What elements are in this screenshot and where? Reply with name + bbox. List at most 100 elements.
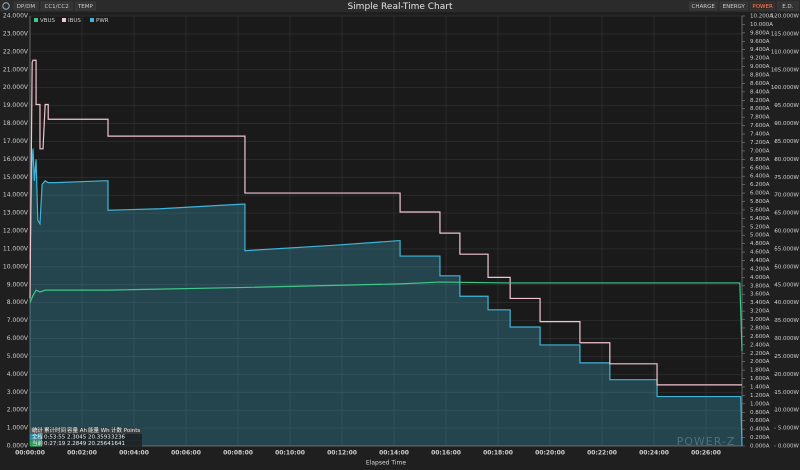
y-tick-label: 15.000V <box>3 174 29 181</box>
y-tick-label: 10.000V <box>3 263 29 270</box>
y3-tick-label: 80.000W <box>774 157 799 163</box>
table-cell: 0:27:19 <box>44 441 66 447</box>
legend-label: PWR <box>96 18 109 24</box>
y3-tick-label: 60.000W <box>774 229 799 235</box>
y3-tick-label: 55.000W <box>774 246 799 252</box>
x-axis-label: Elapsed Time <box>366 460 406 467</box>
y3-tick-label: 50.000W <box>774 264 799 270</box>
y-tick-label: 2.000V <box>7 407 29 414</box>
y2-tick-label: 2.200A <box>750 351 770 357</box>
y-tick-label: 3.000V <box>7 389 29 396</box>
tab-button[interactable]: CC1/CC2 <box>40 1 73 11</box>
table-cell: 2.2849 <box>67 441 87 447</box>
x-tick-label: 00:00:00 <box>15 450 45 457</box>
y2-tick-label: 6.600A <box>750 165 770 171</box>
y2-tick-label: 4.600A <box>750 250 770 256</box>
y2-tick-label: 6.200A <box>750 182 770 188</box>
y2-tick-label: 10.000A <box>750 22 773 28</box>
table-cell: 20.2564 <box>88 441 111 447</box>
x-tick-label: 00:04:00 <box>119 450 149 457</box>
y2-tick-label: 3.400A <box>750 300 770 306</box>
line <box>29 148 743 447</box>
table-row-bg <box>30 433 142 441</box>
tab-bg <box>13 1 39 11</box>
x-tick-label: 00:08:00 <box>223 450 253 457</box>
y2-tick-label: 8.800A <box>750 73 770 79</box>
table-header-cell: 能量 Wh <box>88 426 110 434</box>
y2-tick-label: 8.200A <box>750 98 770 104</box>
tab-button[interactable]: ENERGY <box>719 1 748 11</box>
y2-tick-label: 1.600A <box>750 376 770 382</box>
y2-tick-label: 0.000A <box>750 444 770 450</box>
table-row-tag <box>30 427 42 434</box>
top-bar <box>0 0 800 12</box>
y2-tick-label: 5.200A <box>750 224 770 230</box>
y2-tick-label: 8.600A <box>750 81 770 87</box>
tab-button[interactable]: E.D. <box>777 1 799 11</box>
legend-swatch <box>34 18 38 22</box>
y2-tick-label: 5.400A <box>750 216 770 222</box>
table-cell: 1641 <box>111 441 125 447</box>
y2-tick-label: 5.000A <box>750 233 770 239</box>
y3-tick-label: 70.000W <box>774 193 799 199</box>
y3-tick-label: 25.000W <box>774 354 799 360</box>
y3-tick-label: 45.000W <box>774 282 799 288</box>
tab-button[interactable]: POWER <box>750 1 775 11</box>
y3-tick-label: 90.000W <box>774 121 799 127</box>
y2-tick-label: 7.600A <box>750 123 770 129</box>
x-tick-label: 00:22:00 <box>587 450 617 457</box>
y-tick-label: 23.000V <box>3 30 29 37</box>
y3-tick-label: 30.000W <box>774 336 799 342</box>
tab-button[interactable]: TEMP <box>74 1 96 11</box>
y-tick-label: 21.000V <box>3 66 29 73</box>
y2-tick-label: 6.000A <box>750 191 770 197</box>
y2-tick-label: 2.400A <box>750 342 770 348</box>
tab-bg <box>689 1 718 11</box>
legend-swatch <box>90 18 94 22</box>
y2-tick-label: 1.200A <box>750 393 770 399</box>
tab-button[interactable]: DP/DM <box>13 1 39 11</box>
y2-tick-label: 9.000A <box>750 64 770 70</box>
y3-tick-label: 5.000W <box>778 426 800 432</box>
y2-tick-label: 2.000A <box>750 359 770 365</box>
y2-tick-label: 3.200A <box>750 309 770 315</box>
y2-tick-label: 9.400A <box>750 47 770 53</box>
x-tick-label: 00:10:00 <box>275 450 305 457</box>
y2-tick-label: 3.000A <box>750 317 770 323</box>
table-row-bg <box>30 440 142 447</box>
y2-tick-label: 9.200A <box>750 56 770 62</box>
y2-tick-label: 7.000A <box>750 148 770 154</box>
y-tick-label: 22.000V <box>3 48 29 55</box>
y3-tick-label: 20.000W <box>774 372 799 378</box>
tab-label: CHARGE <box>692 4 716 10</box>
y2-tick-label: 1.400A <box>750 384 770 390</box>
tab-label: DP/DM <box>17 4 36 10</box>
y2-tick-label: 8.400A <box>750 89 770 95</box>
y2-tick-label: 4.000A <box>750 275 770 281</box>
y2-tick-label: 0.600A <box>750 418 770 424</box>
y3-tick-label: 15.000W <box>774 390 799 396</box>
tab-bg <box>719 1 748 11</box>
tab-button[interactable]: CHARGE <box>689 1 718 11</box>
y2-tick-label: 1.800A <box>750 368 770 374</box>
x-tick-label: 00:18:00 <box>483 450 513 457</box>
y-tick-label: 19.000V <box>3 102 29 109</box>
legend-label: VBUS <box>40 18 56 24</box>
table-row-tag <box>30 440 42 447</box>
y3-tick-label: 85.000W <box>774 139 799 145</box>
y-tick-label: 24.000V <box>3 13 29 20</box>
table-cell: 当前 <box>32 439 44 447</box>
y2-tick-label: 7.800A <box>750 115 770 121</box>
y2-tick-label: 6.400A <box>750 174 770 180</box>
app-logo <box>2 2 10 10</box>
y-tick-label: 5.000V <box>7 353 29 360</box>
y-tick-label: 8.000V <box>7 299 29 306</box>
tab-label: E.D. <box>782 4 793 10</box>
area <box>30 148 742 446</box>
y2-tick-label: 4.200A <box>750 266 770 272</box>
y-tick-label: 6.000V <box>7 335 29 342</box>
y-tick-label: 16.000V <box>3 156 29 163</box>
y2-tick-label: 0.400A <box>750 427 770 433</box>
y2-tick-label: 9.800A <box>750 30 770 36</box>
y3-tick-label: 105.000W <box>771 67 800 73</box>
